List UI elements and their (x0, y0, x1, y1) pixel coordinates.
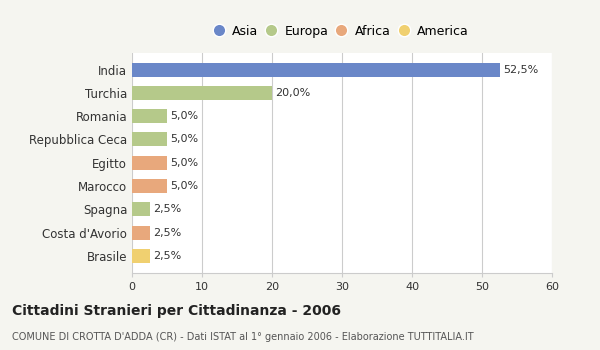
Bar (132, 109, 167, 123)
Bar (132, 63, 499, 77)
Text: 5,0%: 5,0% (170, 158, 199, 168)
Bar (132, 132, 167, 146)
Bar (132, 226, 149, 240)
Text: COMUNE DI CROTTA D'ADDA (CR) - Dati ISTAT al 1° gennaio 2006 - Elaborazione TUTT: COMUNE DI CROTTA D'ADDA (CR) - Dati ISTA… (12, 331, 473, 342)
Bar (132, 202, 149, 216)
Text: 2,5%: 2,5% (153, 228, 181, 238)
Text: 5,0%: 5,0% (170, 111, 199, 121)
Bar (132, 86, 272, 100)
Text: 52,5%: 52,5% (503, 64, 538, 75)
Bar (132, 179, 167, 193)
Text: 2,5%: 2,5% (153, 251, 181, 261)
Text: 5,0%: 5,0% (170, 134, 199, 145)
Bar (132, 156, 167, 170)
Text: Cittadini Stranieri per Cittadinanza - 2006: Cittadini Stranieri per Cittadinanza - 2… (12, 304, 341, 318)
Bar (132, 249, 149, 263)
Text: 5,0%: 5,0% (170, 181, 199, 191)
Text: 2,5%: 2,5% (153, 204, 181, 214)
Text: 20,0%: 20,0% (275, 88, 311, 98)
Legend: Asia, Europa, Africa, America: Asia, Europa, Africa, America (209, 19, 475, 44)
